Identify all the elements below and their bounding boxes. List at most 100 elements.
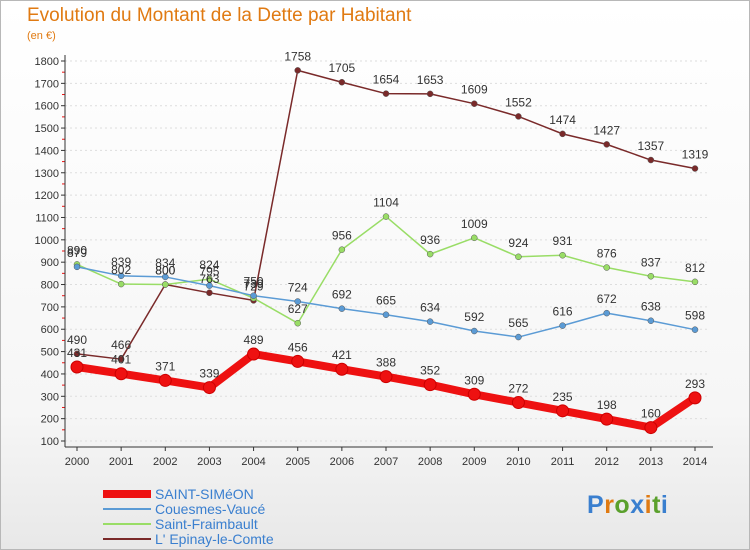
y-tick-label: 1600 xyxy=(35,101,59,113)
data-point xyxy=(647,156,655,164)
y-tick-label: 1300 xyxy=(35,168,59,180)
data-point xyxy=(117,355,125,363)
data-label: 1758 xyxy=(284,49,311,63)
data-label: 616 xyxy=(553,305,573,319)
series-saint-fraimbault xyxy=(73,213,699,327)
data-label: 876 xyxy=(597,247,617,261)
data-label: 936 xyxy=(420,233,440,247)
data-label: 802 xyxy=(111,263,131,277)
x-tick-label: 2005 xyxy=(285,456,309,468)
x-tick-label: 2010 xyxy=(506,456,530,468)
data-label: 672 xyxy=(597,292,617,306)
data-label: 824 xyxy=(199,258,219,272)
data-label: 1009 xyxy=(461,217,488,231)
data-label: 352 xyxy=(420,364,440,378)
legend-label: L' Epinay-le-Comte xyxy=(155,531,274,547)
data-label: 1319 xyxy=(682,148,709,162)
data-point xyxy=(70,360,84,374)
data-point xyxy=(556,404,570,418)
data-point xyxy=(515,333,522,341)
logo-letter: P xyxy=(587,491,605,519)
data-point xyxy=(511,396,525,410)
data-label: 665 xyxy=(376,294,396,308)
x-tick-label: 2000 xyxy=(65,456,89,468)
data-label: 834 xyxy=(155,256,175,270)
logo-letter: t xyxy=(652,491,661,519)
logo-letter: i xyxy=(644,491,653,519)
data-point xyxy=(426,318,434,325)
x-tick-label: 2014 xyxy=(683,456,707,468)
legend-item-saint-simeon[interactable]: SAINT-SIMéON xyxy=(103,486,254,502)
tick-labels: 100 200 300 400 500 600 700 800 900 1000 1100 1200 1… xyxy=(35,56,708,468)
data-point xyxy=(559,130,566,138)
data-point xyxy=(426,90,434,98)
data-label: 879 xyxy=(67,246,87,260)
data-label: 565 xyxy=(508,316,528,330)
data-point xyxy=(515,253,522,261)
data-label: 160 xyxy=(641,407,661,421)
data-point xyxy=(559,322,566,329)
data-point xyxy=(206,289,213,297)
data-label: 1609 xyxy=(461,83,488,97)
data-label: 800 xyxy=(155,264,175,278)
data-label: 456 xyxy=(288,340,308,354)
data-point xyxy=(73,263,81,271)
data-label: 1427 xyxy=(593,123,620,137)
data-point xyxy=(158,373,172,387)
data-label: 1705 xyxy=(329,61,356,75)
data-point xyxy=(206,275,213,283)
data-label: 890 xyxy=(67,243,87,257)
data-label: 272 xyxy=(508,382,528,396)
data-point xyxy=(644,421,658,435)
data-point xyxy=(379,370,393,384)
y-tick-label: 900 xyxy=(41,257,59,269)
data-point xyxy=(294,67,301,74)
data-point xyxy=(114,367,128,381)
data-point xyxy=(691,165,699,172)
data-label: 421 xyxy=(332,348,352,362)
data-label: 1104 xyxy=(373,196,399,210)
data-label: 1552 xyxy=(505,95,532,109)
data-label: 692 xyxy=(332,288,352,302)
y-tick-label: 800 xyxy=(41,280,59,292)
y-tick-label: 600 xyxy=(41,324,59,336)
logo-letter: i xyxy=(660,491,669,519)
data-label: 293 xyxy=(685,377,705,391)
data-point xyxy=(647,317,655,324)
y-tick-label: 100 xyxy=(41,436,59,448)
series-couesmes-vauce xyxy=(73,263,699,341)
x-tick-label: 2013 xyxy=(639,456,663,468)
data-point xyxy=(471,234,478,242)
y-tick-label: 300 xyxy=(41,391,59,403)
data-label: 388 xyxy=(376,356,396,370)
data-point xyxy=(335,362,349,376)
x-tick-label: 2006 xyxy=(330,456,354,468)
proxiti-logo: Proxiti xyxy=(587,491,668,520)
data-point xyxy=(162,281,169,288)
data-point xyxy=(73,350,81,358)
data-point xyxy=(688,391,702,405)
x-tick-label: 2008 xyxy=(418,456,442,468)
x-tick-label: 2004 xyxy=(241,456,265,468)
legend-item-epinay-le-comte[interactable]: L' Epinay-le-Comte xyxy=(103,531,274,547)
y-tick-label: 1500 xyxy=(35,123,59,135)
data-point xyxy=(382,90,390,97)
legend-item-couesmes-vauce[interactable]: Couesmes-Vaucé xyxy=(103,501,265,517)
y-tick-label: 400 xyxy=(41,369,59,381)
x-tick-label: 2003 xyxy=(197,456,221,468)
data-label: 739 xyxy=(244,277,264,291)
y-tick-label: 500 xyxy=(41,347,59,359)
grid-lines xyxy=(65,60,707,442)
data-label: 795 xyxy=(199,265,219,279)
chart-title: Evolution du Montant de la Dette par Hab… xyxy=(27,5,412,26)
data-point xyxy=(382,213,390,220)
legend-item-saint-fraimbault[interactable]: Saint-Fraimbault xyxy=(103,516,258,532)
data-point xyxy=(471,100,478,107)
data-point xyxy=(250,292,257,299)
legend-swatch xyxy=(103,490,151,498)
data-point xyxy=(294,298,301,305)
data-point xyxy=(647,273,655,280)
data-point xyxy=(202,381,216,395)
